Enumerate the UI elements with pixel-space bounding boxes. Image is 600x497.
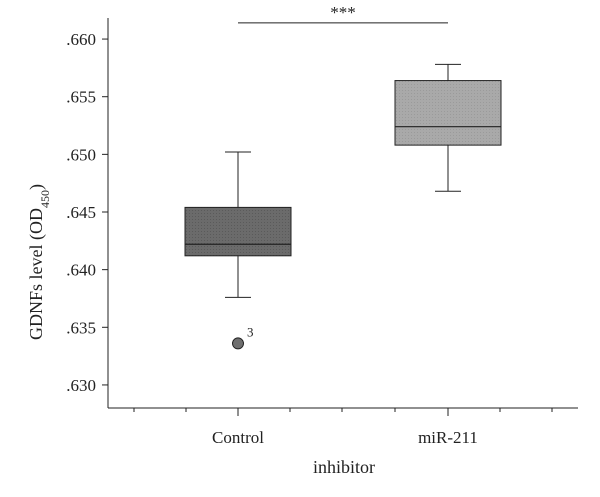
- outlier-point-0-0: [232, 337, 244, 350]
- y-tick-label-3: .645: [66, 203, 96, 222]
- y-tick-label-4: .650: [66, 145, 96, 164]
- iqr-box-0: [184, 206, 292, 257]
- y-tick-label-6: .660: [66, 30, 96, 49]
- y-tick-label-2: .640: [66, 261, 96, 280]
- y-axis: .630 .635 .640 .645 .650 .655 .660: [66, 18, 109, 408]
- outlier-label-0-0: 3: [247, 324, 254, 339]
- significance-label: ***: [330, 3, 356, 22]
- x-axis-title: inhibitor: [313, 457, 375, 477]
- y-tick-label-1: .635: [66, 318, 96, 337]
- y-tick-label-5: .655: [66, 88, 96, 107]
- x-tick-label-0: Control: [212, 428, 264, 447]
- x-axis: Control miR-211: [108, 407, 578, 447]
- box-1: [394, 63, 502, 192]
- y-axis-title: GDNFs level (OD450): [26, 184, 52, 340]
- significance-annotation: ***: [238, 3, 448, 24]
- x-tick-label-1: miR-211: [418, 428, 478, 447]
- box-0: 3: [184, 151, 292, 350]
- iqr-box-1: [394, 80, 502, 146]
- boxes: 3: [184, 63, 502, 350]
- y-tick-label-0: .630: [66, 376, 96, 395]
